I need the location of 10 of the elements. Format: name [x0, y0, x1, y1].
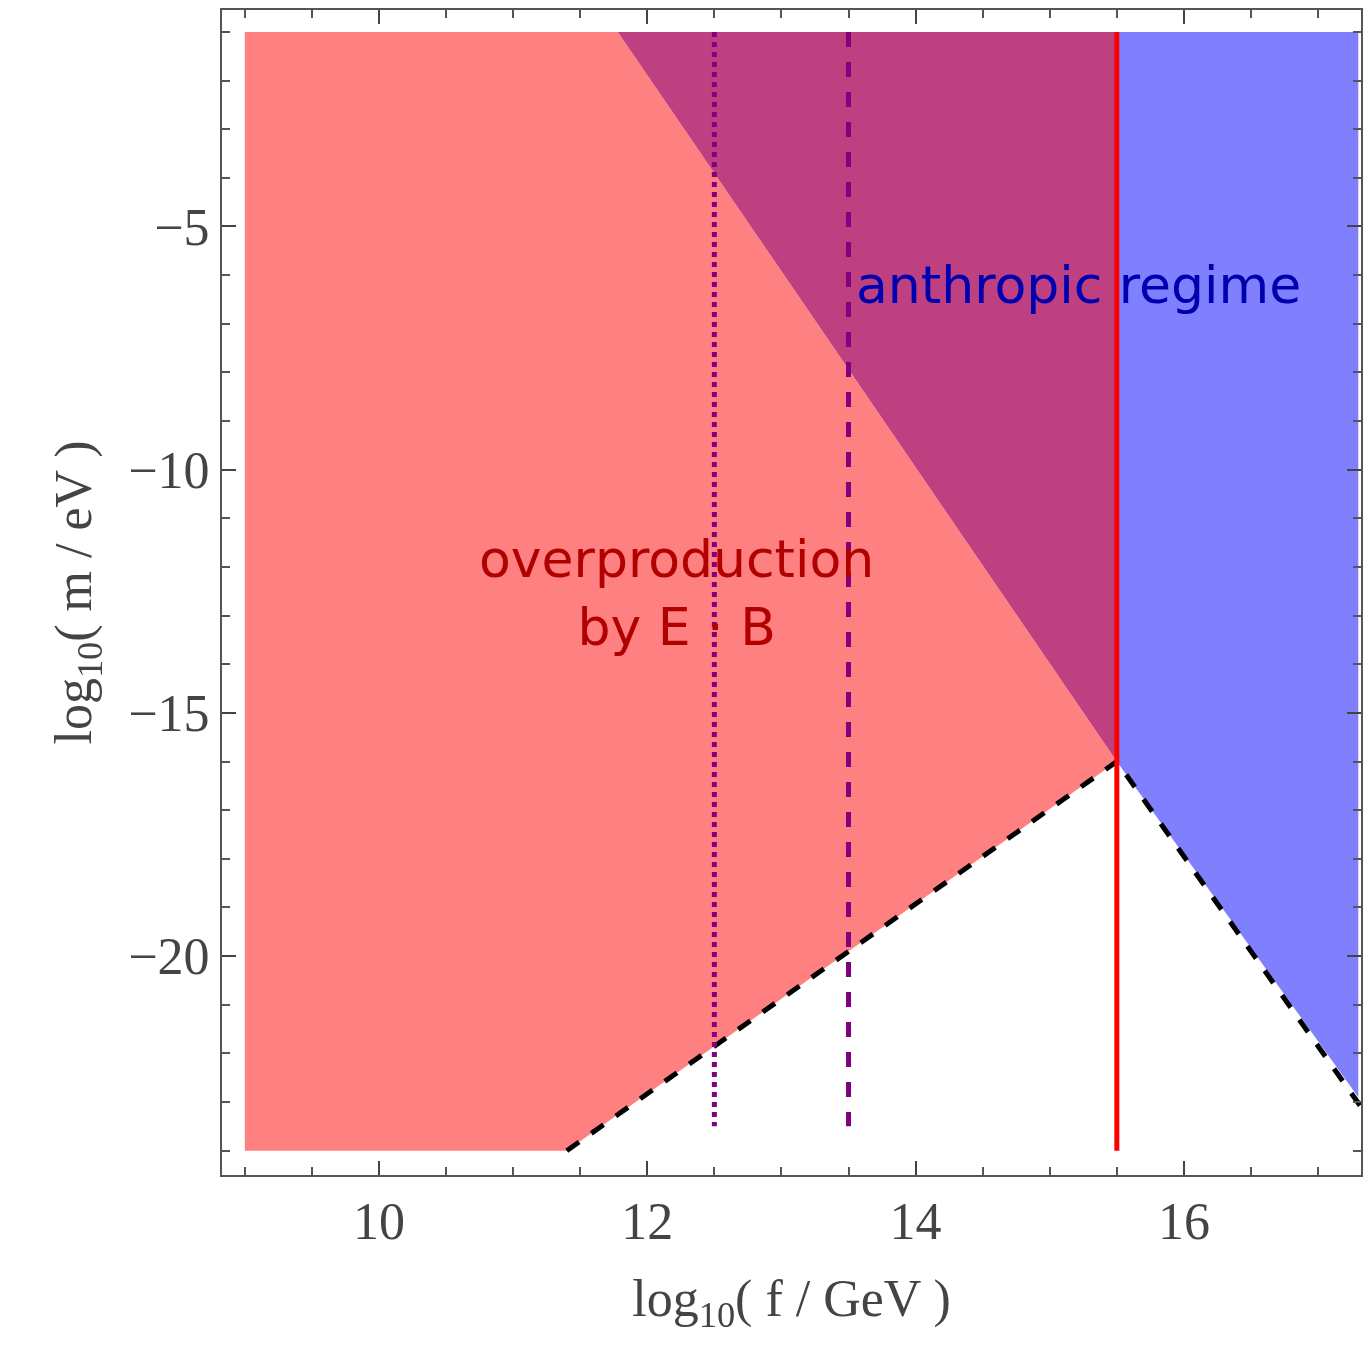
annotation: anthropic regime [856, 255, 1302, 315]
y-tick-label: −5 [154, 198, 210, 256]
y-tick-label: −10 [128, 441, 210, 499]
x-tick-label: 12 [621, 1193, 674, 1251]
x-tick-label: 10 [352, 1193, 405, 1251]
x-tick-label: 14 [889, 1193, 942, 1251]
y-tick-label: −20 [128, 928, 210, 986]
x-axis-title: log$_{10}$( f / GeV ) [632, 1269, 951, 1335]
y-tick-label: −15 [128, 685, 210, 743]
x-tick-label: 16 [1157, 1193, 1210, 1251]
